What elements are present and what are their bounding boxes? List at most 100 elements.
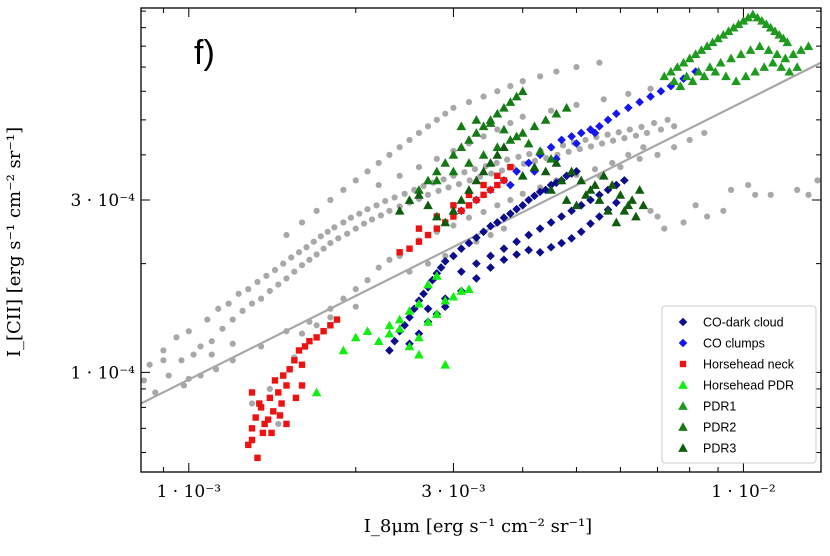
point-pdr3 — [448, 206, 459, 215]
point-horsehead-pdr — [440, 359, 451, 369]
point-pdr1 — [702, 41, 712, 50]
point-all-pixels — [352, 225, 359, 232]
point-pdr1 — [754, 41, 765, 50]
point-co-dark-cloud — [557, 212, 566, 221]
point-pdr1 — [736, 49, 746, 59]
point-all-pixels — [298, 262, 306, 269]
point-all-pixels — [283, 328, 290, 335]
point-co-dark-cloud — [557, 238, 566, 248]
point-all-pixels — [377, 212, 384, 219]
point-all-pixels — [219, 325, 226, 332]
point-horsehead-neck — [259, 429, 267, 437]
point-all-pixels — [664, 116, 671, 123]
point-all-pixels — [263, 272, 270, 279]
point-co-dark-cloud — [472, 274, 481, 283]
point-pdr1 — [681, 71, 692, 81]
point-all-pixels — [275, 420, 282, 428]
point-pdr3 — [634, 185, 645, 194]
point-horsehead-neck — [252, 414, 259, 421]
point-all-pixels — [480, 133, 487, 140]
point-all-pixels — [280, 260, 287, 267]
point-all-pixels — [266, 385, 273, 393]
point-all-pixels — [615, 129, 622, 136]
point-all-pixels — [507, 83, 514, 90]
point-co-clumps — [576, 128, 586, 138]
point-pdr1 — [776, 62, 787, 71]
point-pdr2 — [485, 118, 496, 127]
point-horsehead-neck — [271, 377, 279, 384]
point-co-dark-cloud — [586, 219, 595, 228]
point-all-pixels — [455, 181, 463, 188]
point-all-pixels — [507, 196, 514, 204]
point-all-pixels — [632, 132, 640, 139]
point-co-clumps — [646, 92, 655, 101]
point-all-pixels — [638, 123, 645, 131]
point-pdr3 — [611, 217, 622, 227]
point-pdr3 — [615, 190, 626, 199]
point-co-clumps — [595, 121, 604, 131]
point-horsehead-neck — [306, 337, 313, 345]
y-axis-label: I_[CII] [erg s⁻¹ cm⁻² sr⁻¹] — [4, 127, 25, 357]
point-all-pixels — [197, 343, 204, 350]
point-all-pixels — [229, 340, 236, 347]
point-co-clumps — [557, 135, 566, 145]
point-co-dark-cloud — [530, 191, 539, 201]
point-pdr1 — [684, 53, 695, 63]
point-all-pixels — [582, 136, 589, 144]
point-pdr1 — [768, 57, 778, 67]
point-all-pixels — [340, 295, 347, 302]
point-pdr3 — [638, 200, 649, 210]
point-all-pixels — [604, 131, 611, 138]
plot-frame — [140, 7, 822, 473]
legend-label-co-dark-cloud: CO-dark cloud — [703, 316, 784, 330]
point-horsehead-neck — [278, 400, 285, 407]
point-all-pixels — [406, 136, 413, 144]
point-all-pixels — [494, 88, 501, 95]
point-all-pixels — [275, 281, 282, 288]
point-all-pixels — [498, 167, 506, 174]
point-all-pixels — [386, 151, 393, 158]
point-pdr3 — [492, 150, 503, 159]
point-pdr3 — [499, 142, 509, 152]
point-all-pixels — [283, 275, 290, 282]
point-horsehead-neck — [450, 213, 457, 220]
point-co-dark-cloud — [486, 221, 495, 231]
point-all-pixels — [591, 166, 599, 173]
point-all-pixels — [178, 357, 185, 364]
point-co-dark-cloud — [524, 245, 533, 255]
point-all-pixels — [208, 351, 215, 358]
point-pdr1 — [759, 62, 769, 71]
point-horsehead-neck — [276, 412, 284, 419]
point-horsehead-neck — [313, 334, 320, 341]
point-all-pixels — [165, 372, 172, 379]
point-co-dark-cloud — [576, 227, 586, 237]
point-all-pixels — [442, 110, 449, 117]
point-all-pixels — [327, 239, 334, 247]
point-all-pixels — [257, 295, 265, 302]
point-pdr1 — [765, 22, 776, 32]
point-horsehead-neck — [286, 366, 293, 373]
point-all-pixels — [190, 351, 197, 358]
point-all-pixels — [347, 214, 354, 221]
point-all-pixels — [391, 194, 398, 201]
point-horsehead-neck — [280, 372, 287, 379]
point-pdr3 — [440, 217, 451, 227]
point-co-clumps — [590, 128, 600, 138]
point-all-pixels — [248, 300, 256, 307]
point-pdr1 — [693, 66, 704, 76]
point-all-pixels — [494, 202, 501, 209]
point-all-pixels — [745, 181, 752, 189]
point-co-dark-cloud — [440, 302, 450, 311]
point-all-pixels — [519, 78, 526, 85]
point-all-pixels — [547, 107, 555, 114]
point-pdr1 — [750, 66, 760, 76]
legend-label-co-clumps: CO clumps — [703, 337, 765, 351]
point-all-pixels — [257, 343, 265, 350]
point-horsehead-neck — [270, 408, 277, 415]
point-pdr2 — [511, 131, 522, 141]
point-pdr2 — [505, 97, 516, 106]
point-all-pixels — [401, 190, 408, 197]
point-all-pixels — [507, 119, 514, 127]
point-pdr3 — [464, 185, 474, 194]
point-co-dark-cloud — [449, 251, 458, 261]
